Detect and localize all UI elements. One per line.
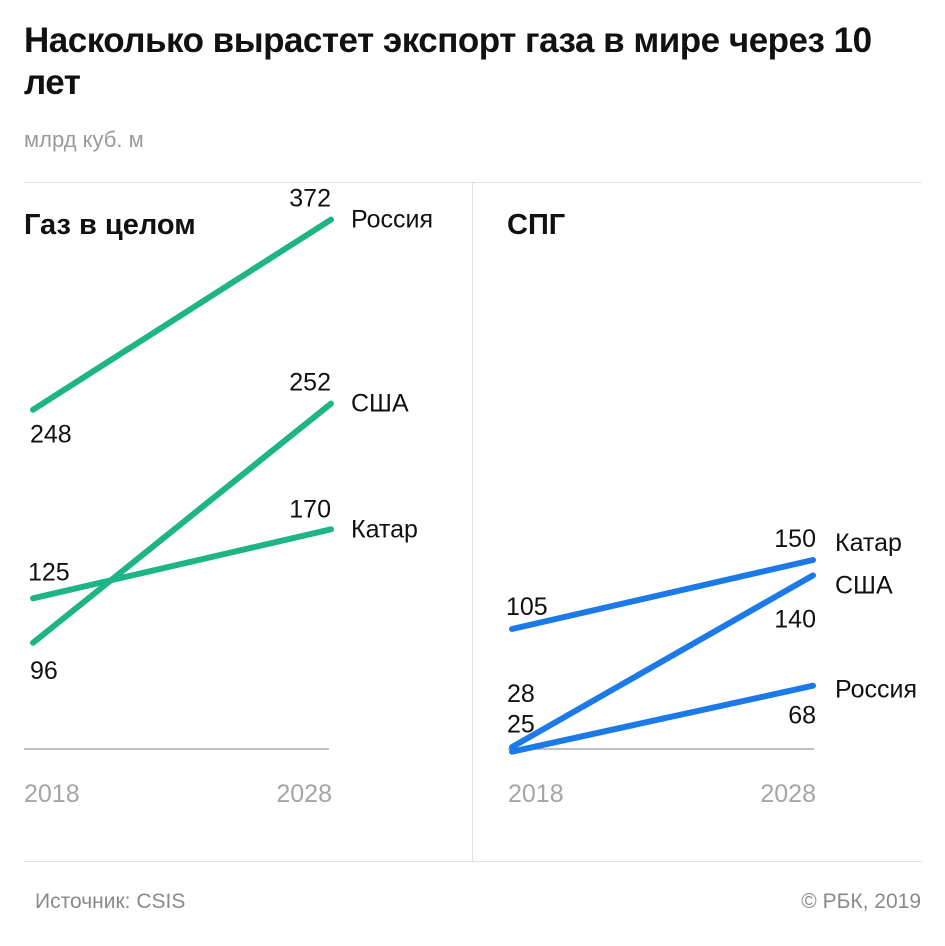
value-label-end-lng-1: 140: [774, 605, 816, 633]
value-label-start-lng-1: 28: [507, 680, 535, 708]
series-line-gas-2: [30, 526, 334, 602]
value-label-start-lng-0: 105: [506, 593, 548, 621]
series-name-gas-0: Россия: [351, 206, 433, 234]
value-label-end-gas-1: 252: [289, 369, 331, 397]
value-label-start-lng-2: 25: [507, 711, 535, 739]
value-label-start-gas-2: 125: [28, 558, 70, 586]
series-name-gas-2: Катар: [351, 515, 418, 543]
unit-subtitle: млрд куб. м: [24, 127, 144, 152]
bottom-divider: [24, 861, 922, 862]
copyright: © РБК, 2019: [801, 890, 921, 913]
series-line-lng-0: [509, 557, 816, 632]
panel-divider: [472, 183, 473, 861]
series-name-gas-1: США: [351, 390, 409, 418]
panel-title-lng: СПГ: [507, 209, 566, 241]
panel-title-gas: Газ в целом: [24, 209, 196, 241]
series-line-gas-1: [30, 400, 334, 646]
value-label-start-gas-0: 248: [30, 421, 72, 449]
value-label-end-lng-0: 150: [774, 525, 816, 553]
x-tick-label-gas-2028: 2028: [276, 780, 332, 808]
value-label-end-lng-2: 68: [788, 702, 816, 730]
series-name-lng-2: Россия: [835, 676, 917, 704]
x-tick-label-lng-2028: 2028: [760, 780, 816, 808]
top-divider: [24, 182, 922, 183]
value-label-end-gas-2: 170: [289, 495, 331, 523]
value-label-start-gas-1: 96: [30, 657, 58, 685]
series-line-gas-0: [30, 216, 334, 413]
series-line-lng-1: [509, 572, 816, 751]
series-line-lng-2: [509, 682, 816, 755]
source-note: Источник: CSIS: [35, 890, 186, 913]
x-tick-label-lng-2018: 2018: [508, 780, 564, 808]
x-tick-label-gas-2018: 2018: [24, 780, 80, 808]
value-label-end-gas-0: 372: [289, 185, 331, 213]
series-name-lng-1: США: [835, 571, 893, 599]
series-name-lng-0: Катар: [835, 529, 902, 557]
chart-title: Насколько вырастет экспорт газа в мире ч…: [24, 21, 872, 102]
